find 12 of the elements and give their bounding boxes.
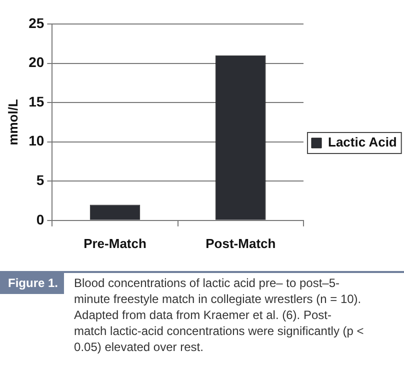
y-tick-label: 15 — [28, 93, 44, 110]
y-tick-label: 5 — [36, 172, 44, 188]
caption: Figure 1. — [0, 273, 64, 294]
x-tick-label: Pre-Match — [84, 236, 146, 251]
y-tick-label: 10 — [28, 132, 44, 149]
y-tick-label: 25 — [28, 14, 44, 31]
x-tick-label: Post-Match — [206, 236, 276, 251]
legend-label: Lactic Acid — [328, 134, 397, 150]
y-axis-title: mmol/L — [5, 99, 20, 146]
y-tick-label: 20 — [28, 54, 44, 70]
y-tick-label: 0 — [36, 211, 44, 228]
text: Blood concentrations of lactic acid pre– to post–5-minute freestyle match in collegiate wrestlers (n = 10). Adapted from data from Kraemer et al. (6). Post-match lactic-acid concentrations were significantly (p < 0.05) elevated over rest. — [73, 275, 365, 355]
